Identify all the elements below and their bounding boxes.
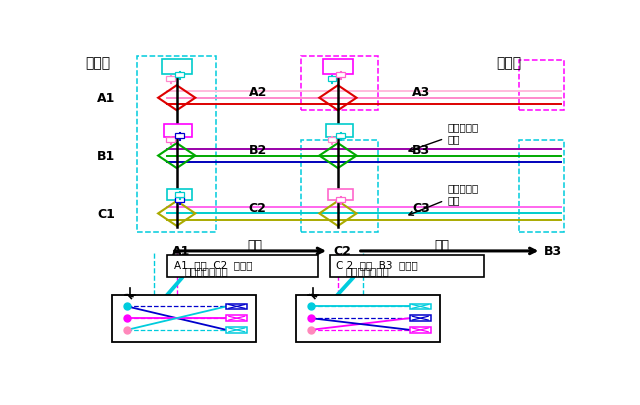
Bar [112,295,256,342]
Bar [166,77,175,82]
Text: 交叉互联箱相连: 交叉互联箱相连 [346,265,389,275]
Bar [328,137,337,142]
Bar [175,198,184,202]
Text: 同轴电缆内
导体: 同轴电缆内 导体 [409,122,478,152]
Bar [519,61,564,111]
Bar [227,327,247,333]
Bar [296,295,440,342]
Bar [410,315,431,321]
Text: C 2  相与  B3  相通过: C 2 相与 B3 相通过 [337,259,418,269]
Text: A2: A2 [249,86,267,99]
Text: 同轴电缆外
导体: 同轴电缆外 导体 [409,183,478,216]
Bar [137,56,216,232]
Bar [323,60,353,75]
Text: 送电端: 送电端 [85,56,110,70]
Bar [301,56,378,111]
Text: 交叉互联箱相连: 交叉互联箱相连 [184,265,228,275]
Text: B3: B3 [544,245,562,258]
Bar [337,73,346,78]
Bar [326,125,353,138]
Text: A1: A1 [97,92,116,105]
Bar [328,190,353,201]
Text: A1  相与  C2  相通过: A1 相与 C2 相通过 [174,259,253,269]
Bar [167,190,191,201]
Bar [164,125,191,138]
Bar [162,60,191,75]
Bar [175,193,184,197]
Bar [337,134,346,139]
Bar [175,73,184,78]
Text: C1: C1 [97,207,115,220]
Text: B3: B3 [412,143,431,156]
Text: B2: B2 [249,143,267,156]
Text: 受电端: 受电端 [497,56,522,70]
Text: 换到: 换到 [435,239,450,252]
Bar [301,141,378,232]
Bar [166,137,175,142]
Bar [227,304,247,309]
Bar [410,304,431,309]
Text: A1: A1 [172,245,190,258]
Bar [337,198,346,202]
Text: A3: A3 [412,86,431,99]
Bar [519,141,564,232]
Text: C2: C2 [249,201,266,214]
Bar [227,315,247,321]
Bar [410,327,431,333]
Bar [328,77,337,82]
Text: B1: B1 [97,150,116,163]
Text: C3: C3 [412,201,430,214]
Text: C2: C2 [333,245,351,258]
Bar [167,256,318,278]
Text: 换到: 换到 [248,239,262,252]
Bar [330,256,484,278]
Bar [175,134,184,139]
